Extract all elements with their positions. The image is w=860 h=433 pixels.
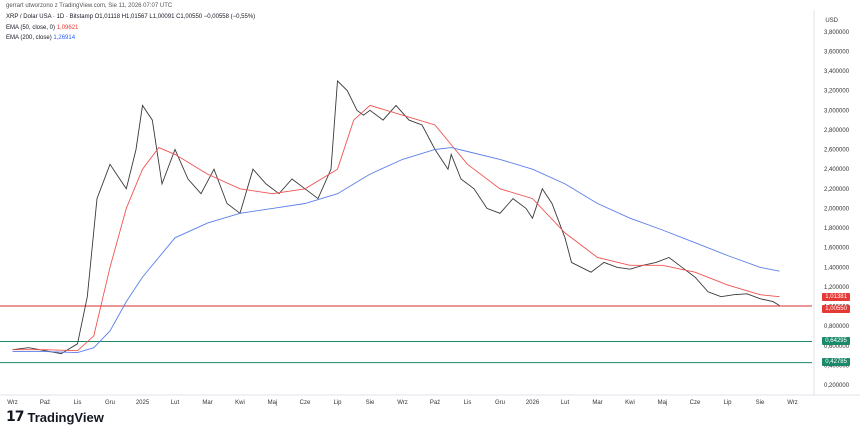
x-tick-label: Lip bbox=[723, 400, 732, 406]
x-tick-label: Wrz bbox=[397, 400, 408, 406]
x-tick-label: Sie bbox=[366, 400, 375, 406]
ema50-legend: EMA (50, close, 0) 1,09621 bbox=[6, 25, 78, 31]
ema200-legend: EMA (200, close) 1,26914 bbox=[6, 35, 75, 41]
y-tick-label: 2,000000 bbox=[824, 206, 850, 212]
tradingview-logo[interactable]: 17 TradingView bbox=[6, 409, 104, 425]
x-tick-label: Lis bbox=[464, 400, 472, 406]
series-line-2 bbox=[12, 147, 780, 354]
ema50-price-tag: 1,01381 bbox=[822, 292, 850, 301]
ema50-label: EMA (50, close, 0) bbox=[6, 25, 56, 31]
x-tick-label: Cze bbox=[690, 400, 701, 406]
y-tick-label: 0,200000 bbox=[824, 383, 850, 389]
x-tick-label: Sie bbox=[756, 400, 765, 406]
y-tick-label: 3,200000 bbox=[824, 89, 850, 95]
author-line: gerrart utworzono z TradingView.com, Sie… bbox=[6, 3, 173, 9]
x-tick-label: Paź bbox=[40, 400, 50, 406]
y-tick-label: 1,200000 bbox=[824, 285, 850, 291]
y-tick-label: 3,600000 bbox=[824, 49, 850, 55]
x-tick-label: Wrz bbox=[7, 400, 18, 406]
y-tick-label: 3,000000 bbox=[824, 108, 850, 114]
y-tick-label: 2,800000 bbox=[824, 128, 850, 134]
support2-price-tag: 0,42785 bbox=[822, 357, 850, 366]
y-tick-label: 0,400000 bbox=[824, 363, 850, 369]
x-tick-label: Mar bbox=[592, 400, 602, 406]
x-tick-label: Lis bbox=[74, 400, 82, 406]
x-tick-label: Kwi bbox=[625, 400, 635, 406]
y-tick-label: 0,800000 bbox=[824, 324, 850, 330]
y-tick-label: 1,800000 bbox=[824, 226, 850, 232]
y-tick-label: 0,600000 bbox=[824, 344, 850, 350]
x-tick-label: Maj bbox=[268, 400, 278, 406]
y-tick-label: 1,600000 bbox=[824, 246, 850, 252]
y-tick-label: 2,600000 bbox=[824, 148, 850, 154]
last-price-tag: 1,00550 bbox=[822, 304, 850, 313]
ema200-value: 1,26914 bbox=[53, 35, 76, 41]
ema50-value: 1,09621 bbox=[56, 25, 79, 31]
tradingview-logo-text: TradingView bbox=[27, 409, 104, 425]
x-tick-label: Lip bbox=[333, 400, 342, 406]
x-tick-label: Kwi bbox=[235, 400, 245, 406]
x-tick-label: Lut bbox=[171, 400, 180, 406]
series-line-1 bbox=[12, 104, 780, 352]
y-tick-label: 2,200000 bbox=[824, 187, 850, 193]
x-tick-label: Maj bbox=[658, 400, 668, 406]
x-tick-label: Wrz bbox=[787, 400, 798, 406]
x-tick-label: Lut bbox=[561, 400, 570, 406]
x-tick-label: Mar bbox=[202, 400, 212, 406]
symbol-line: XRP / Dolar USA · 1D · Bitstamp O1,01118… bbox=[6, 14, 256, 20]
support1-price-tag: 0,64295 bbox=[822, 336, 850, 345]
y-tick-label: 2,400000 bbox=[824, 167, 850, 173]
y-tick-label: 3,400000 bbox=[824, 69, 850, 75]
x-tick-label: Paź bbox=[430, 400, 440, 406]
series-line-0 bbox=[12, 79, 780, 355]
tradingview-logo-icon: 17 bbox=[6, 409, 25, 425]
y-tick-label: 3,800000 bbox=[824, 30, 850, 36]
y-tick-label: 1,400000 bbox=[824, 265, 850, 271]
currency-label: USD bbox=[825, 18, 838, 24]
x-tick-label: Cze bbox=[300, 400, 311, 406]
ema200-label: EMA (200, close) bbox=[6, 35, 52, 41]
x-tick-label: 2025 bbox=[136, 400, 150, 406]
x-tick-label: Gru bbox=[495, 400, 505, 406]
x-tick-label: 2026 bbox=[526, 400, 540, 406]
x-tick-label: Gru bbox=[105, 400, 115, 406]
